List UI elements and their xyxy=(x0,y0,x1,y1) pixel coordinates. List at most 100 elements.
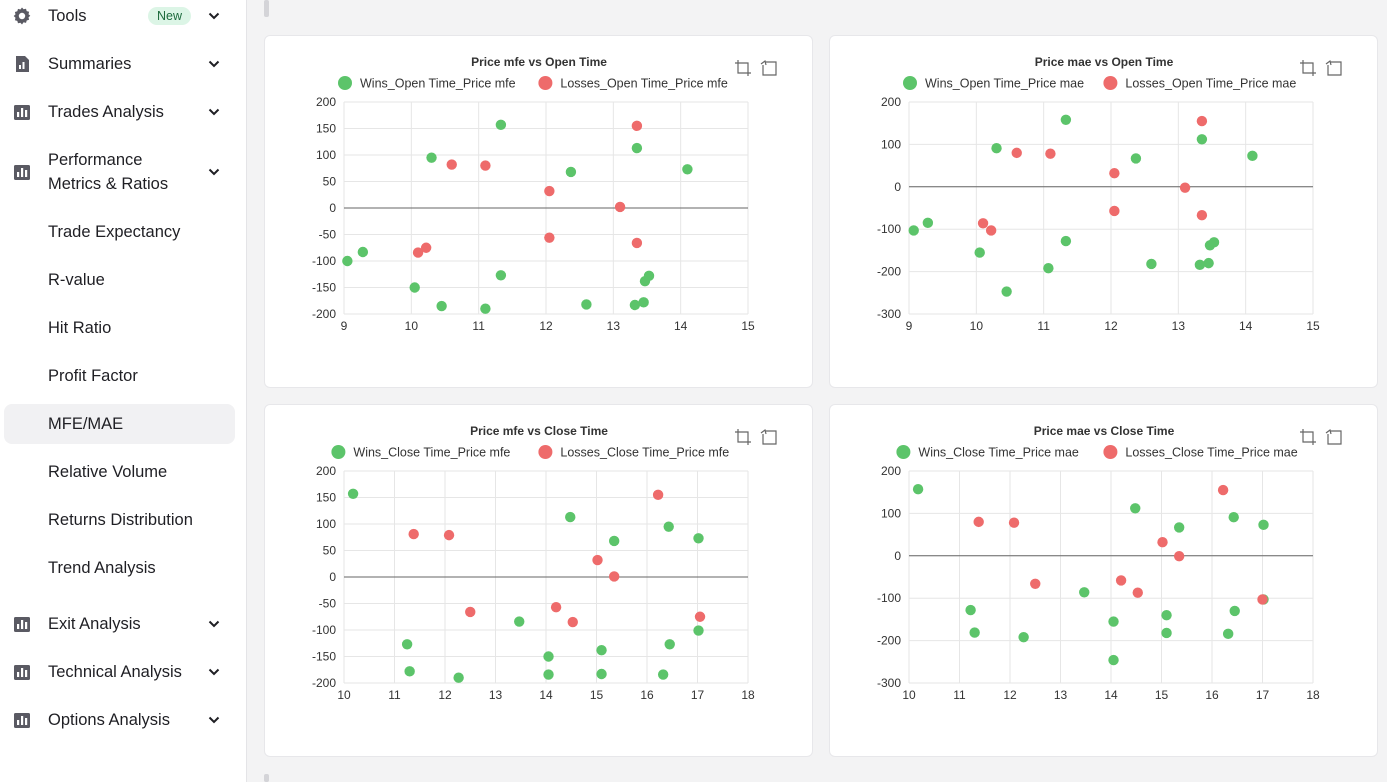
data-point[interactable] xyxy=(596,644,607,656)
chevron-down-icon[interactable] xyxy=(206,56,222,72)
data-point[interactable] xyxy=(565,166,577,178)
zoom-icon[interactable] xyxy=(1300,60,1316,76)
data-point[interactable] xyxy=(693,625,704,636)
data-point[interactable] xyxy=(1196,115,1208,127)
data-point[interactable] xyxy=(974,247,985,258)
data-point[interactable] xyxy=(1109,205,1120,217)
data-point[interactable] xyxy=(657,669,669,680)
sidebar-item-performance-metrics[interactable]: Performance Metrics & Ratios xyxy=(4,146,235,198)
data-point[interactable] xyxy=(608,571,620,582)
chevron-down-icon[interactable] xyxy=(206,8,222,24)
data-point[interactable] xyxy=(1173,551,1185,562)
legend-label[interactable]: Wins_Close Time_Price mae xyxy=(918,446,1079,460)
sidebar-item-summaries[interactable]: Summaries xyxy=(4,50,235,78)
data-point[interactable] xyxy=(514,616,525,627)
data-point[interactable] xyxy=(426,152,437,163)
data-point[interactable] xyxy=(1228,512,1239,523)
data-point[interactable] xyxy=(693,533,704,544)
sidebar-item-hit-ratio[interactable]: Hit Ratio xyxy=(4,314,235,342)
data-point[interactable] xyxy=(409,282,420,293)
data-point[interactable] xyxy=(638,297,649,308)
data-point[interactable] xyxy=(412,247,424,258)
data-point[interactable] xyxy=(1011,147,1022,159)
data-point[interactable] xyxy=(1257,594,1268,605)
data-point[interactable] xyxy=(1030,578,1041,589)
sidebar-item-r-value[interactable]: R-value xyxy=(4,266,235,294)
legend-label[interactable]: Losses_Close Time_Price mae xyxy=(1125,446,1297,460)
data-point[interactable] xyxy=(347,488,359,499)
data-point[interactable] xyxy=(436,300,447,312)
data-point[interactable] xyxy=(985,225,997,236)
data-point[interactable] xyxy=(1079,587,1090,598)
data-point[interactable] xyxy=(404,666,415,677)
data-point[interactable] xyxy=(565,511,576,523)
data-point[interactable] xyxy=(1222,628,1234,640)
data-point[interactable] xyxy=(1203,257,1214,269)
data-point[interactable] xyxy=(1108,654,1119,666)
data-point[interactable] xyxy=(408,528,419,540)
data-point[interactable] xyxy=(465,606,476,618)
sidebar-item-tools[interactable]: Tools New xyxy=(4,2,235,30)
data-point[interactable] xyxy=(1157,537,1168,548)
data-point[interactable] xyxy=(443,529,455,541)
zoom-icon[interactable] xyxy=(1300,429,1316,445)
data-point[interactable] xyxy=(1208,237,1220,248)
data-point[interactable] xyxy=(643,270,655,282)
chevron-down-icon[interactable] xyxy=(206,616,222,632)
data-point[interactable] xyxy=(629,299,641,311)
sidebar-item-trade-expectancy[interactable]: Trade Expectancy xyxy=(4,218,235,246)
data-point[interactable] xyxy=(420,242,432,253)
data-point[interactable] xyxy=(1130,153,1142,164)
sidebar-item-technical-analysis[interactable]: Technical Analysis xyxy=(4,658,235,686)
sidebar-item-mfe-mae[interactable]: MFE/MAE xyxy=(4,404,235,444)
reset-zoom-icon[interactable] xyxy=(1325,428,1342,445)
sidebar-item-profit-factor[interactable]: Profit Factor xyxy=(4,362,235,390)
data-point[interactable] xyxy=(652,489,664,501)
zoom-icon[interactable] xyxy=(735,60,751,76)
data-point[interactable] xyxy=(1247,150,1258,162)
legend-marker[interactable] xyxy=(896,445,911,459)
data-point[interactable] xyxy=(495,270,507,281)
data-point[interactable] xyxy=(1229,605,1240,617)
sidebar-item-returns-distribution[interactable]: Returns Distribution xyxy=(4,506,235,534)
data-point[interactable] xyxy=(1196,134,1208,145)
data-point[interactable] xyxy=(1146,258,1157,270)
data-point[interactable] xyxy=(977,218,989,229)
data-point[interactable] xyxy=(969,627,980,638)
data-point[interactable] xyxy=(1060,235,1072,247)
legend-marker[interactable] xyxy=(338,76,352,90)
data-point[interactable] xyxy=(614,201,626,213)
data-point[interactable] xyxy=(543,651,554,662)
chevron-down-icon[interactable] xyxy=(206,664,222,680)
chevron-down-icon[interactable] xyxy=(206,164,222,180)
data-point[interactable] xyxy=(480,303,491,314)
data-point[interactable] xyxy=(1043,263,1054,274)
data-point[interactable] xyxy=(922,217,934,229)
data-point[interactable] xyxy=(1018,632,1029,643)
data-point[interactable] xyxy=(631,120,643,132)
legend-marker[interactable] xyxy=(538,76,553,90)
data-point[interactable] xyxy=(1161,609,1172,621)
data-point[interactable] xyxy=(1132,587,1143,598)
data-point[interactable] xyxy=(1001,286,1012,297)
reset-zoom-icon[interactable] xyxy=(760,59,777,76)
legend-label[interactable]: Losses_Close Time_Price mfe xyxy=(560,446,729,460)
data-point[interactable] xyxy=(682,164,693,175)
data-point[interactable] xyxy=(592,554,603,566)
data-point[interactable] xyxy=(453,672,464,683)
data-point[interactable] xyxy=(596,668,607,680)
legend-marker[interactable] xyxy=(1103,445,1118,459)
legend-marker[interactable] xyxy=(1103,76,1118,90)
legend-label[interactable]: Wins_Close Time_Price mfe xyxy=(353,446,510,460)
data-point[interactable] xyxy=(1196,210,1208,221)
data-point[interactable] xyxy=(663,521,674,532)
data-point[interactable] xyxy=(1060,114,1072,126)
legend-marker[interactable] xyxy=(538,445,553,459)
data-point[interactable] xyxy=(342,255,353,267)
data-point[interactable] xyxy=(357,246,369,258)
data-point[interactable] xyxy=(1109,168,1120,179)
chevron-down-icon[interactable] xyxy=(206,104,222,120)
data-point[interactable] xyxy=(1194,259,1206,271)
data-point[interactable] xyxy=(544,232,555,243)
data-point[interactable] xyxy=(908,225,919,236)
